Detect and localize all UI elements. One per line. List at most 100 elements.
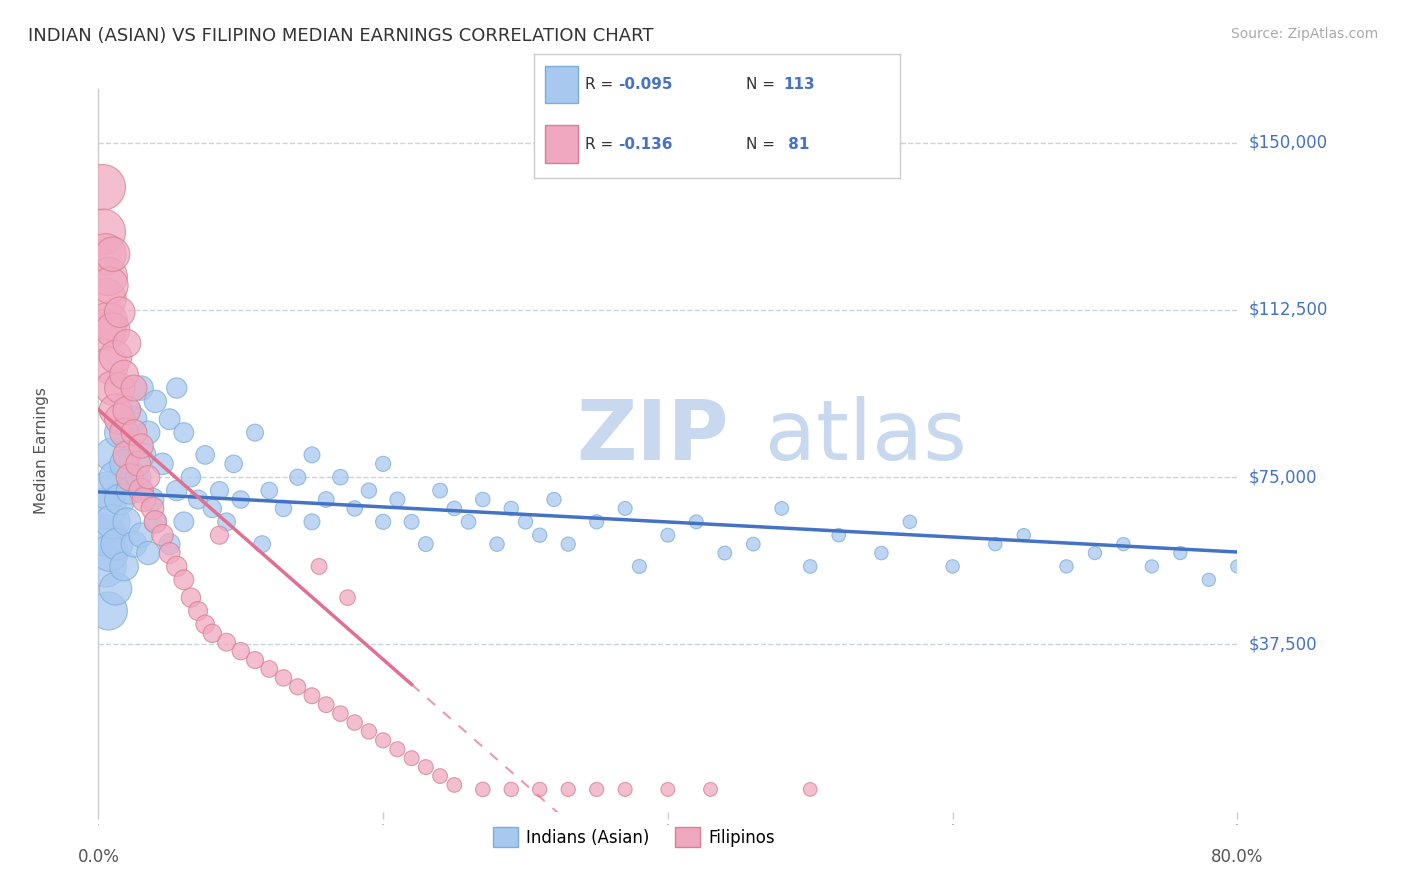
Point [770, 501, 793, 516]
Point [942, 559, 965, 574]
Point [104, 470, 127, 484]
Point [215, 635, 238, 649]
Point [145, 394, 167, 409]
Text: atlas: atlas [765, 395, 966, 476]
Point [101, 323, 124, 337]
Point [201, 501, 224, 516]
Point [180, 470, 202, 484]
Point [173, 425, 195, 440]
Point [108, 381, 131, 395]
Point [194, 448, 217, 462]
Point [429, 769, 451, 783]
Point [301, 448, 323, 462]
Text: $75,000: $75,000 [1249, 468, 1317, 486]
Point [799, 559, 821, 574]
Point [145, 515, 167, 529]
Point [136, 546, 159, 560]
Point [557, 782, 579, 797]
Point [243, 425, 266, 440]
Point [104, 350, 127, 364]
Point [141, 501, 163, 516]
Text: Median Earnings: Median Earnings [34, 387, 49, 514]
Point [115, 336, 138, 351]
Text: 81: 81 [783, 136, 810, 152]
Point [457, 515, 479, 529]
Point [180, 591, 202, 605]
Point [315, 698, 337, 712]
Point [229, 644, 252, 658]
Point [127, 470, 149, 484]
Point [1398, 582, 1406, 596]
Point [173, 573, 195, 587]
Point [97, 269, 120, 284]
Point [828, 528, 851, 542]
Point [101, 381, 124, 395]
Point [371, 733, 394, 747]
Point [145, 515, 167, 529]
Point [984, 537, 1007, 551]
Point [287, 470, 309, 484]
Point [94, 501, 117, 516]
Point [529, 528, 551, 542]
Point [287, 680, 309, 694]
Point [108, 412, 131, 426]
Point [187, 604, 209, 618]
Point [115, 448, 138, 462]
Point [112, 559, 135, 574]
Point [101, 247, 124, 261]
Point [329, 706, 352, 721]
Point [898, 515, 921, 529]
Text: N =: N = [747, 78, 780, 92]
Point [97, 604, 120, 618]
Point [132, 448, 155, 462]
Point [415, 537, 437, 551]
Point [387, 742, 409, 756]
Point [387, 492, 409, 507]
Point [1012, 528, 1035, 542]
Point [129, 528, 152, 542]
Point [108, 305, 131, 319]
Point [159, 412, 181, 426]
Point [215, 515, 238, 529]
Point [343, 715, 366, 730]
Point [94, 292, 117, 306]
FancyBboxPatch shape [546, 126, 578, 162]
Point [1340, 573, 1362, 587]
Point [515, 515, 537, 529]
Point [97, 483, 120, 498]
Point [208, 528, 231, 542]
Point [357, 724, 380, 739]
Point [91, 180, 114, 194]
Point [1170, 546, 1192, 560]
Text: INDIAN (ASIAN) VS FILIPINO MEDIAN EARNINGS CORRELATION CHART: INDIAN (ASIAN) VS FILIPINO MEDIAN EARNIN… [28, 27, 654, 45]
Point [742, 537, 765, 551]
Point [401, 751, 423, 765]
Point [208, 483, 231, 498]
Text: R =: R = [585, 78, 619, 92]
Point [471, 492, 494, 507]
Point [122, 412, 145, 426]
Point [401, 515, 423, 529]
Text: N =: N = [747, 136, 780, 152]
Point [557, 537, 579, 551]
Point [443, 501, 465, 516]
Point [91, 225, 114, 239]
Point [94, 247, 117, 261]
Point [229, 492, 252, 507]
Text: 113: 113 [783, 78, 814, 92]
Point [343, 501, 366, 516]
Point [250, 537, 273, 551]
Point [1298, 546, 1320, 560]
Point [1226, 559, 1249, 574]
Point [657, 782, 679, 797]
Point [501, 501, 523, 516]
Point [112, 425, 135, 440]
Point [115, 515, 138, 529]
Point [870, 546, 893, 560]
Point [699, 782, 721, 797]
Text: Source: ZipAtlas.com: Source: ZipAtlas.com [1230, 27, 1378, 41]
Point [222, 457, 245, 471]
Point [585, 515, 607, 529]
Point [585, 782, 607, 797]
Point [166, 559, 188, 574]
